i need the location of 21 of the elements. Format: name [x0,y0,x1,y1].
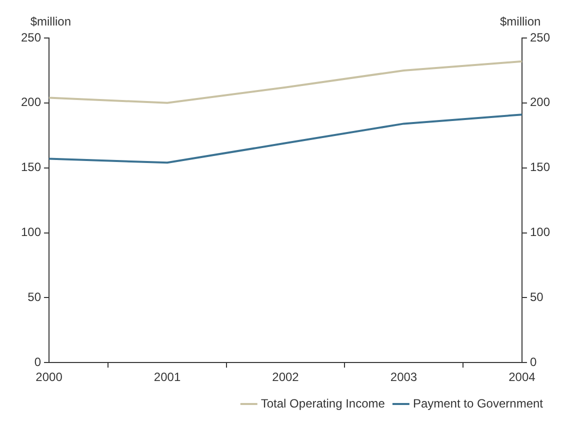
y2-tick-label: 150 [530,160,550,174]
y2-tick-label: 100 [530,225,550,240]
legend-label: Total Operating Income [260,396,386,410]
x-tick-label: 2002 [272,370,300,384]
y-tick-label: 150 [20,160,42,174]
x-tick-label: 2001 [154,370,181,384]
y2-axis-title: $million [500,14,541,28]
y-tick-label: 250 [20,30,42,44]
x-tick-label: 2000 [36,370,63,384]
y-tick-label: 50 [28,290,42,304]
y-tick-label: 200 [20,95,42,110]
y2-tick-label: 200 [530,95,550,110]
y2-tick-label: 0 [530,354,537,369]
x-tick-label: 2003 [390,370,418,384]
y2-tick-label: 50 [530,290,544,304]
legend-label: Payment to Government [412,396,544,410]
y2-tick-label: 250 [530,30,550,44]
y-tick-label: 0 [34,354,42,369]
y-axis-title: $million [30,14,72,28]
y-tick-label: 100 [20,225,42,240]
x-tick-label: 2004 [508,370,536,384]
